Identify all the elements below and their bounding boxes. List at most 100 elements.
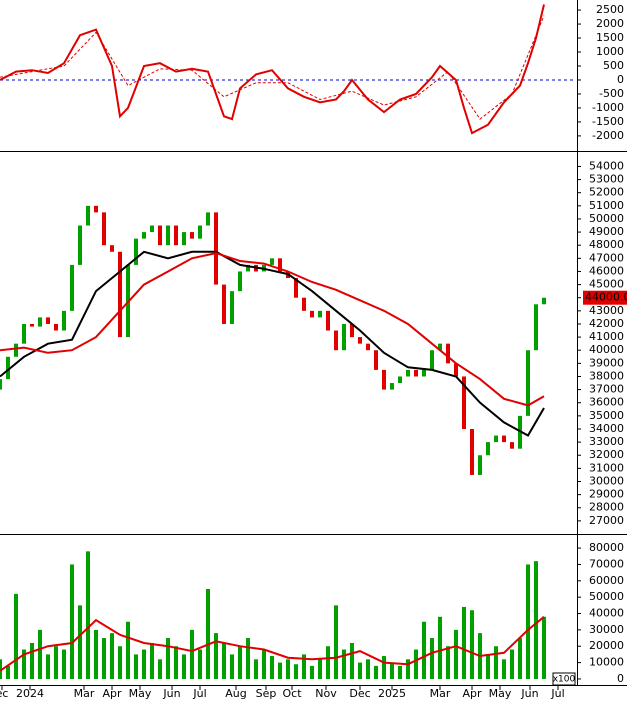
volume-bar bbox=[142, 649, 146, 679]
candle bbox=[526, 350, 530, 416]
volume-bar bbox=[350, 642, 354, 679]
candle bbox=[510, 442, 514, 449]
x-tick-label: Aug bbox=[225, 687, 246, 700]
candle bbox=[70, 264, 74, 311]
x-tick-label: Apr bbox=[462, 687, 482, 700]
volume-bar bbox=[502, 659, 506, 679]
plot-area bbox=[0, 205, 546, 475]
y-tick-label: 0 bbox=[617, 73, 624, 86]
volume-bar bbox=[534, 561, 538, 679]
candle bbox=[494, 435, 498, 443]
x-tick-label: Sep bbox=[256, 687, 277, 700]
series-line bbox=[0, 616, 545, 672]
volume-bar bbox=[542, 616, 546, 679]
series-line bbox=[0, 4, 545, 135]
candle bbox=[310, 310, 314, 318]
candle bbox=[486, 442, 490, 456]
y-tick-label: 41000 bbox=[589, 330, 624, 343]
candle bbox=[190, 232, 194, 239]
volume-bar bbox=[390, 662, 394, 679]
volume-bar bbox=[318, 659, 322, 679]
candle bbox=[182, 232, 186, 246]
volume-bar bbox=[62, 649, 66, 679]
volume-bar bbox=[302, 654, 306, 679]
volume-bar bbox=[462, 606, 466, 679]
volume-bar bbox=[38, 629, 42, 679]
y-tick-label: 70000 bbox=[589, 557, 624, 570]
y-tick-label: -1500 bbox=[592, 115, 624, 128]
volume-bar bbox=[158, 659, 162, 679]
volume-bar bbox=[518, 638, 522, 679]
multiplier-label: x100 bbox=[553, 675, 576, 685]
volume-bar bbox=[166, 638, 170, 679]
x-tick-label: ec bbox=[0, 687, 8, 700]
candle bbox=[94, 205, 98, 213]
x-tick-label: Jun bbox=[520, 687, 538, 700]
candle bbox=[438, 343, 442, 351]
y-tick-label: 35000 bbox=[589, 409, 624, 422]
candle bbox=[102, 212, 106, 246]
y-tick-label: 27000 bbox=[589, 514, 624, 527]
volume-bar bbox=[526, 564, 530, 679]
y-tick-label: 36000 bbox=[589, 396, 624, 409]
volume-bar bbox=[286, 659, 290, 679]
multiplier-box bbox=[552, 672, 576, 686]
x-tick-label: May bbox=[489, 687, 512, 700]
volume-bar bbox=[46, 654, 50, 679]
y-tick-label: 38000 bbox=[589, 369, 624, 382]
candle bbox=[502, 435, 506, 443]
candle bbox=[326, 310, 330, 331]
volume-bar bbox=[134, 654, 138, 679]
candle bbox=[206, 212, 210, 226]
volume-bar bbox=[270, 656, 274, 679]
x-tick-label: Nov bbox=[315, 687, 337, 700]
volume-bar bbox=[470, 610, 474, 679]
y-tick-label: -1000 bbox=[592, 101, 624, 114]
last-price-box bbox=[583, 290, 627, 305]
volume-bar bbox=[54, 646, 58, 679]
y-tick-label: 33000 bbox=[589, 435, 624, 448]
candle bbox=[158, 225, 162, 246]
candle bbox=[462, 376, 466, 429]
volume-bar bbox=[126, 621, 130, 679]
candle bbox=[198, 225, 202, 239]
candle bbox=[110, 245, 114, 252]
volume-bar bbox=[246, 638, 250, 679]
candle bbox=[238, 271, 242, 292]
volume-bar bbox=[238, 646, 242, 679]
volume-bar bbox=[190, 629, 194, 679]
y-tick-label: 37000 bbox=[589, 383, 624, 396]
y-tick-label: -2000 bbox=[592, 129, 624, 142]
candle bbox=[222, 284, 226, 324]
volume-bar bbox=[262, 649, 266, 679]
candle bbox=[382, 369, 386, 390]
y-tick-label: 48000 bbox=[589, 238, 624, 251]
candle bbox=[358, 337, 362, 344]
y-tick-label: 46000 bbox=[589, 264, 624, 277]
volume-bar bbox=[294, 664, 298, 679]
volume-bar bbox=[230, 654, 234, 679]
volume-bar bbox=[182, 654, 186, 679]
candle bbox=[142, 232, 146, 239]
candle bbox=[350, 323, 354, 338]
volume-bar bbox=[406, 659, 410, 679]
volume-bar bbox=[310, 665, 314, 679]
candle bbox=[230, 291, 234, 324]
y-tick-label: 53000 bbox=[589, 173, 624, 186]
candle bbox=[150, 225, 154, 233]
y-tick-label: 39000 bbox=[589, 356, 624, 369]
y-tick-label: 43000 bbox=[589, 304, 624, 317]
candle bbox=[0, 379, 2, 390]
volume-bar bbox=[94, 629, 98, 679]
y-tick-label: 80000 bbox=[589, 541, 624, 554]
volume-bar bbox=[494, 646, 498, 679]
y-tick-label: -500 bbox=[599, 87, 624, 100]
volume-bar bbox=[86, 551, 90, 679]
y-tick-label: 51000 bbox=[589, 199, 624, 212]
volume-bar bbox=[222, 642, 226, 679]
candle bbox=[422, 369, 426, 377]
x-tick-label: Jul bbox=[192, 687, 206, 700]
candle bbox=[302, 297, 306, 311]
volume-bar bbox=[254, 659, 258, 679]
